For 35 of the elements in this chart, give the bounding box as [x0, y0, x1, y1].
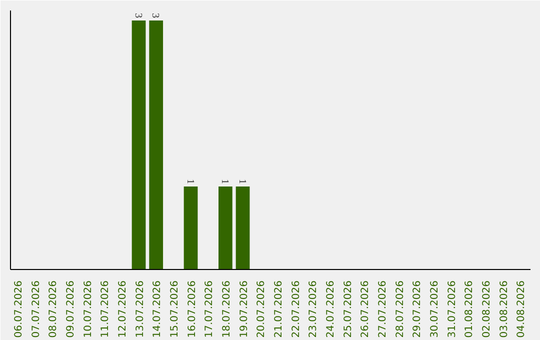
x-tick-label: 11.07.2026 — [100, 280, 112, 338]
x-tick-label: 09.07.2026 — [65, 280, 76, 338]
x-tick-label: 14.07.2026 — [152, 280, 164, 338]
x-tick-label: 18.07.2026 — [221, 280, 232, 338]
x-tick-label: 25.07.2026 — [342, 280, 354, 338]
data-label: 3 — [132, 12, 144, 18]
x-tick-label: 20.07.2026 — [256, 280, 268, 338]
data-label: 3 — [150, 12, 161, 18]
x-tick-label: 15.07.2026 — [169, 280, 180, 338]
data-label: 1 — [218, 178, 230, 184]
x-tick-label: 17.07.2026 — [204, 280, 216, 338]
x-tick-label: 16.07.2026 — [186, 280, 198, 338]
data-label: 1 — [184, 178, 196, 184]
x-tick-label: 07.07.2026 — [30, 280, 42, 338]
x-tick-label: 28.07.2026 — [394, 280, 406, 338]
x-tick-label: 02.08.2026 — [481, 280, 492, 338]
x-tick-label: 10.07.2026 — [82, 280, 94, 338]
x-tick-label: 31.07.2026 — [446, 280, 458, 338]
x-tick-label: 19.07.2026 — [238, 280, 250, 338]
data-label: 1 — [236, 178, 248, 184]
x-tick-label: 23.07.2026 — [308, 280, 320, 338]
x-tick-label: 12.07.2026 — [117, 280, 128, 338]
x-tick-label: 06.07.2026 — [13, 280, 24, 338]
x-tick-label: 30.07.2026 — [429, 280, 440, 338]
x-tick-label: 04.08.2026 — [516, 280, 528, 338]
x-tick-label: 29.07.2026 — [412, 280, 424, 338]
x-tick-label: 27.07.2026 — [377, 280, 388, 338]
x-tick-label: 26.07.2026 — [360, 280, 372, 338]
x-tick-label: 08.07.2026 — [48, 280, 60, 338]
x-tick-label: 24.07.2026 — [325, 280, 336, 338]
x-tick-label: 22.07.2026 — [290, 280, 302, 338]
x-tick-label: 21.07.2026 — [273, 280, 284, 338]
x-tick-label: 13.07.2026 — [134, 280, 146, 338]
x-tick-label: 01.08.2026 — [464, 280, 476, 338]
x-tick-label: 03.08.2026 — [498, 280, 510, 338]
